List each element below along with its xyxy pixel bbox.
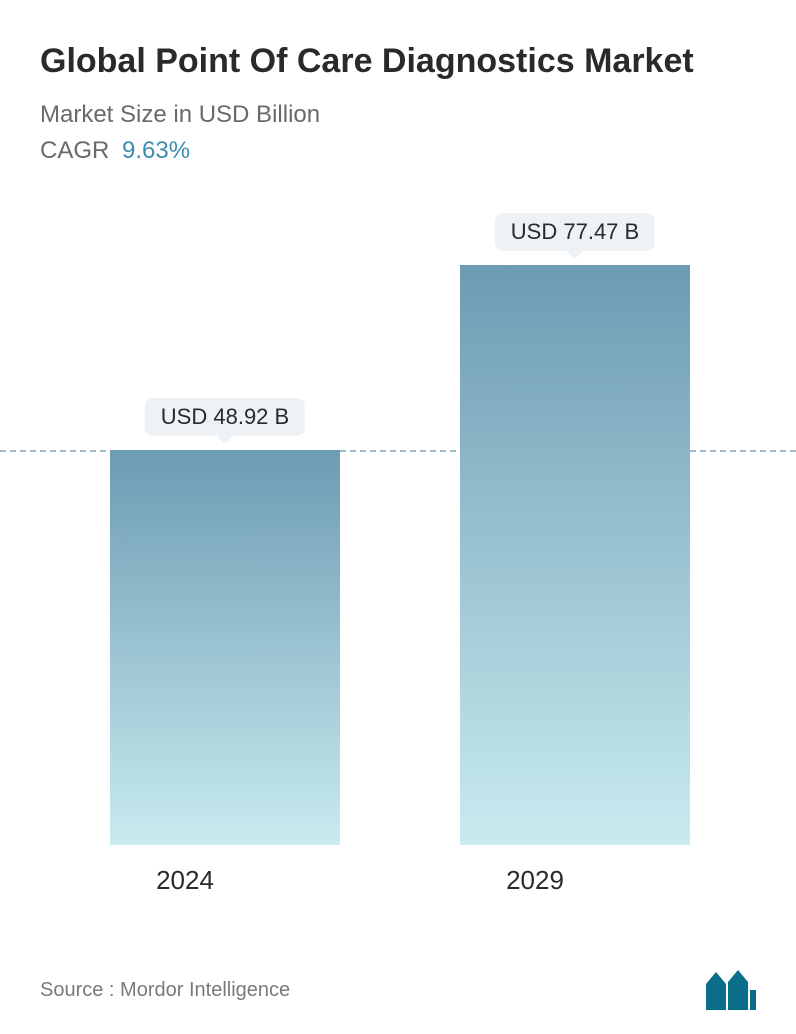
chart-area: USD 48.92 B USD 77.47 B (40, 205, 756, 845)
year-label-2024: 2024 (70, 865, 300, 896)
source-value: Mordor Intelligence (120, 979, 290, 1001)
bar-2024: USD 48.92 B (110, 450, 340, 845)
source-text: Source : Mordor Intelligence (40, 979, 290, 1002)
bar-fill-2024 (110, 450, 340, 845)
chart-title: Global Point Of Care Diagnostics Market (40, 40, 756, 83)
year-label-2029: 2029 (420, 865, 650, 896)
bar-2029: USD 77.47 B (460, 265, 690, 845)
cagr-value: 9.63% (122, 137, 190, 164)
cagr-row: CAGR 9.63% (40, 137, 756, 165)
chart-subtitle: Market Size in USD Billion (40, 101, 756, 129)
brand-logo (704, 970, 756, 1010)
cagr-label: CAGR (40, 137, 109, 164)
bar-fill-2029 (460, 265, 690, 845)
source-label: Source : (40, 979, 114, 1001)
bar-value-label-2024: USD 48.92 B (145, 398, 305, 436)
footer: Source : Mordor Intelligence (40, 970, 756, 1010)
year-labels-row: 2024 2029 (0, 845, 796, 896)
bar-value-label-2029: USD 77.47 B (495, 213, 655, 251)
